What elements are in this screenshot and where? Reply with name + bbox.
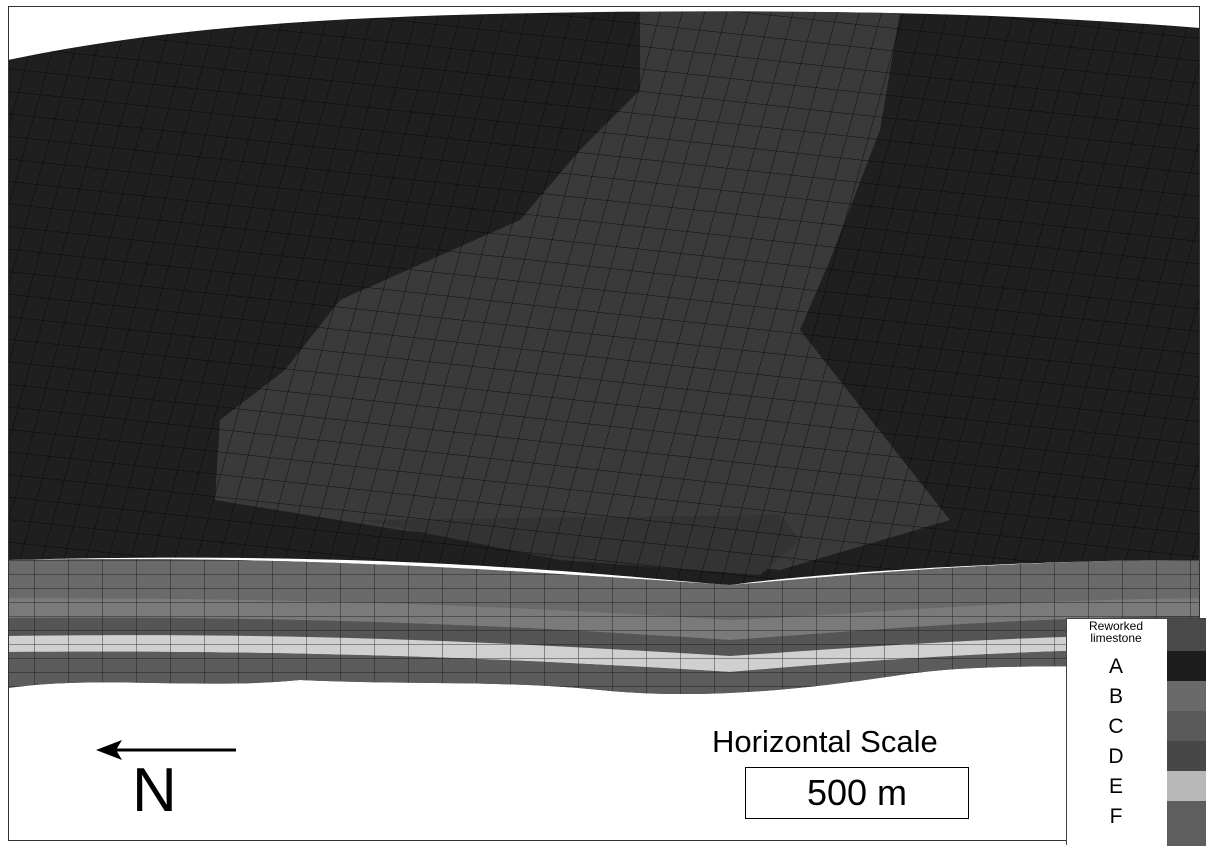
- scale-title: Horizontal Scale: [712, 724, 938, 759]
- legend-item-label: F: [1109, 805, 1123, 828]
- legend-item: E: [1067, 771, 1206, 801]
- legend-swatch: [1167, 681, 1206, 711]
- legend-item: Reworked limestone: [1067, 619, 1206, 651]
- arrow-left-icon: [96, 740, 236, 760]
- scale-value: 500 m: [806, 772, 908, 813]
- north-label: N: [132, 756, 177, 825]
- legend-item: C: [1067, 711, 1206, 741]
- legend-item-label: E: [1108, 775, 1123, 798]
- legend-swatch: [1167, 711, 1206, 741]
- scale-bar: 500 m: [745, 767, 969, 819]
- legend-item-label: A: [1108, 655, 1123, 678]
- legend-item-label: D: [1108, 745, 1124, 768]
- legend-item: D: [1067, 741, 1206, 771]
- legend-swatch: [1167, 651, 1206, 681]
- legend-swatch: [1167, 801, 1206, 846]
- legend-swatch: [1167, 741, 1206, 771]
- legend-swatch: [1167, 771, 1206, 801]
- legend-item-label: B: [1108, 685, 1123, 708]
- legend-swatch: [1167, 619, 1206, 651]
- north-indicator: N: [96, 738, 246, 828]
- legend-item: A: [1067, 651, 1206, 681]
- legend-title: Reworked limestone: [1088, 619, 1144, 645]
- legend: Reworked limestone A B C D E F: [1066, 618, 1206, 846]
- legend-item-label: C: [1108, 715, 1124, 738]
- legend-item: F: [1067, 801, 1206, 846]
- legend-item: B: [1067, 681, 1206, 711]
- top-surface: [8, 11, 1200, 586]
